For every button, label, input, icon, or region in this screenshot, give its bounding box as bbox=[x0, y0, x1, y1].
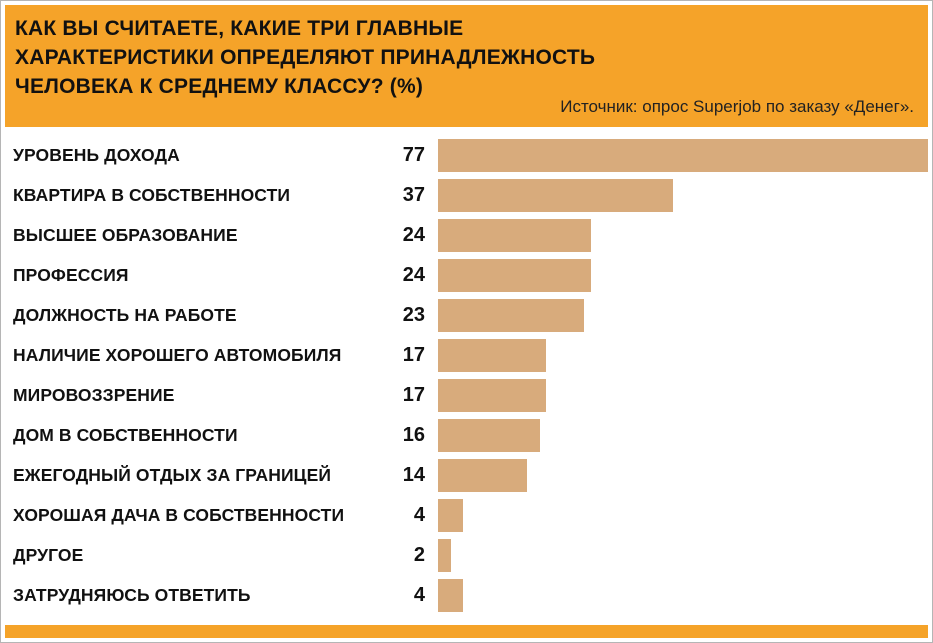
label-strip: ЕЖЕГОДНЫЙ ОТДЫХ ЗА ГРАНИЦЕЙ 14 bbox=[5, 459, 433, 492]
bar-track bbox=[438, 219, 928, 252]
bar-track bbox=[438, 499, 928, 532]
bar-track bbox=[438, 539, 928, 572]
bar bbox=[438, 459, 528, 492]
chart-row: КВАРТИРА В СОБСТВЕННОСТИ 37 bbox=[5, 179, 928, 212]
chart-row: ЗАТРУДНЯЮСЬ ОТВЕТИТЬ 4 bbox=[5, 579, 928, 612]
category-label: ДРУГОЕ bbox=[13, 545, 84, 565]
category-label: ЗАТРУДНЯЮСЬ ОТВЕТИТЬ bbox=[13, 585, 251, 605]
bar bbox=[438, 419, 540, 452]
category-label: НАЛИЧИЕ ХОРОШЕГО АВТОМОБИЛЯ bbox=[13, 345, 342, 365]
bar bbox=[438, 379, 547, 412]
bar-track bbox=[438, 459, 928, 492]
chart-row: ПРОФЕССИЯ 24 bbox=[5, 259, 928, 292]
bar bbox=[438, 259, 591, 292]
value-label: 14 bbox=[402, 464, 425, 486]
chart-rows: УРОВЕНЬ ДОХОДА 77 КВАРТИРА В СОБСТВЕННОСТИ… bbox=[5, 139, 928, 622]
chart-row: МИРОВОЗЗРЕНИЕ 17 bbox=[5, 379, 928, 412]
bar-track bbox=[438, 419, 928, 452]
label-strip: ВЫСШЕЕ ОБРАЗОВАНИЕ 24 bbox=[5, 219, 433, 252]
label-strip: ХОРОШАЯ ДАЧА В СОБСТВЕННОСТИ 4 bbox=[5, 499, 433, 532]
value-label: 2 bbox=[413, 544, 425, 566]
bar-track bbox=[438, 579, 928, 612]
label-strip: ДОЛЖНОСТЬ НА РАБОТЕ 23 bbox=[5, 299, 433, 332]
chart-title: КАК ВЫ СЧИТАЕТЕ, КАКИЕ ТРИ ГЛАВНЫЕ ХАРАК… bbox=[15, 17, 596, 98]
value-label: 17 bbox=[402, 384, 425, 406]
value-label: 77 bbox=[402, 144, 425, 166]
label-strip: ДРУГОЕ 2 bbox=[5, 539, 433, 572]
chart-row: УРОВЕНЬ ДОХОДА 77 bbox=[5, 139, 928, 172]
value-label: 4 bbox=[413, 584, 425, 606]
label-strip: ЗАТРУДНЯЮСЬ ОТВЕТИТЬ 4 bbox=[5, 579, 433, 612]
bar-track bbox=[438, 179, 928, 212]
bar bbox=[438, 339, 547, 372]
bottom-accent-band bbox=[5, 625, 928, 638]
chart-row: ДРУГОЕ 2 bbox=[5, 539, 928, 572]
bar bbox=[438, 579, 464, 612]
category-label: ЕЖЕГОДНЫЙ ОТДЫХ ЗА ГРАНИЦЕЙ bbox=[13, 465, 332, 485]
value-label: 24 bbox=[402, 224, 425, 246]
bar-track bbox=[438, 139, 928, 172]
category-label: УРОВЕНЬ ДОХОДА bbox=[13, 145, 180, 165]
label-strip: ПРОФЕССИЯ 24 bbox=[5, 259, 433, 292]
bar bbox=[438, 539, 451, 572]
value-label: 17 bbox=[402, 344, 425, 366]
bar bbox=[438, 179, 674, 212]
chart-row: ЕЖЕГОДНЫЙ ОТДЫХ ЗА ГРАНИЦЕЙ 14 bbox=[5, 459, 928, 492]
value-label: 23 bbox=[402, 304, 425, 326]
label-strip: КВАРТИРА В СОБСТВЕННОСТИ 37 bbox=[5, 179, 433, 212]
value-label: 24 bbox=[402, 264, 425, 286]
label-strip: МИРОВОЗЗРЕНИЕ 17 bbox=[5, 379, 433, 412]
bar-track bbox=[438, 339, 928, 372]
label-strip: НАЛИЧИЕ ХОРОШЕГО АВТОМОБИЛЯ 17 bbox=[5, 339, 433, 372]
label-strip: УРОВЕНЬ ДОХОДА 77 bbox=[5, 139, 433, 172]
value-label: 37 bbox=[402, 184, 425, 206]
bar bbox=[438, 219, 591, 252]
label-strip: ДОМ В СОБСТВЕННОСТИ 16 bbox=[5, 419, 433, 452]
category-label: ВЫСШЕЕ ОБРАЗОВАНИЕ bbox=[13, 225, 238, 245]
chart-header: КАК ВЫ СЧИТАЕТЕ, КАКИЕ ТРИ ГЛАВНЫЕ ХАРАК… bbox=[5, 5, 928, 127]
chart-row: НАЛИЧИЕ ХОРОШЕГО АВТОМОБИЛЯ 17 bbox=[5, 339, 928, 372]
bar-track bbox=[438, 299, 928, 332]
bar bbox=[438, 299, 585, 332]
chart-row: ДОЛЖНОСТЬ НА РАБОТЕ 23 bbox=[5, 299, 928, 332]
bar-track bbox=[438, 379, 928, 412]
bar-track bbox=[438, 259, 928, 292]
category-label: ДОМ В СОБСТВЕННОСТИ bbox=[13, 425, 238, 445]
value-label: 4 bbox=[413, 504, 425, 526]
chart-source: Источник: опрос Superjob по заказу «Дене… bbox=[560, 97, 914, 116]
bar bbox=[438, 139, 928, 172]
chart-row: ДОМ В СОБСТВЕННОСТИ 16 bbox=[5, 419, 928, 452]
category-label: ДОЛЖНОСТЬ НА РАБОТЕ bbox=[13, 305, 237, 325]
value-label: 16 bbox=[402, 424, 425, 446]
category-label: КВАРТИРА В СОБСТВЕННОСТИ bbox=[13, 185, 291, 205]
chart-row: ХОРОШАЯ ДАЧА В СОБСТВЕННОСТИ 4 bbox=[5, 499, 928, 532]
category-label: ПРОФЕССИЯ bbox=[13, 265, 129, 285]
category-label: ХОРОШАЯ ДАЧА В СОБСТВЕННОСТИ bbox=[13, 505, 345, 525]
bar bbox=[438, 499, 464, 532]
category-label: МИРОВОЗЗРЕНИЕ bbox=[13, 385, 175, 405]
chart-row: ВЫСШЕЕ ОБРАЗОВАНИЕ 24 bbox=[5, 219, 928, 252]
